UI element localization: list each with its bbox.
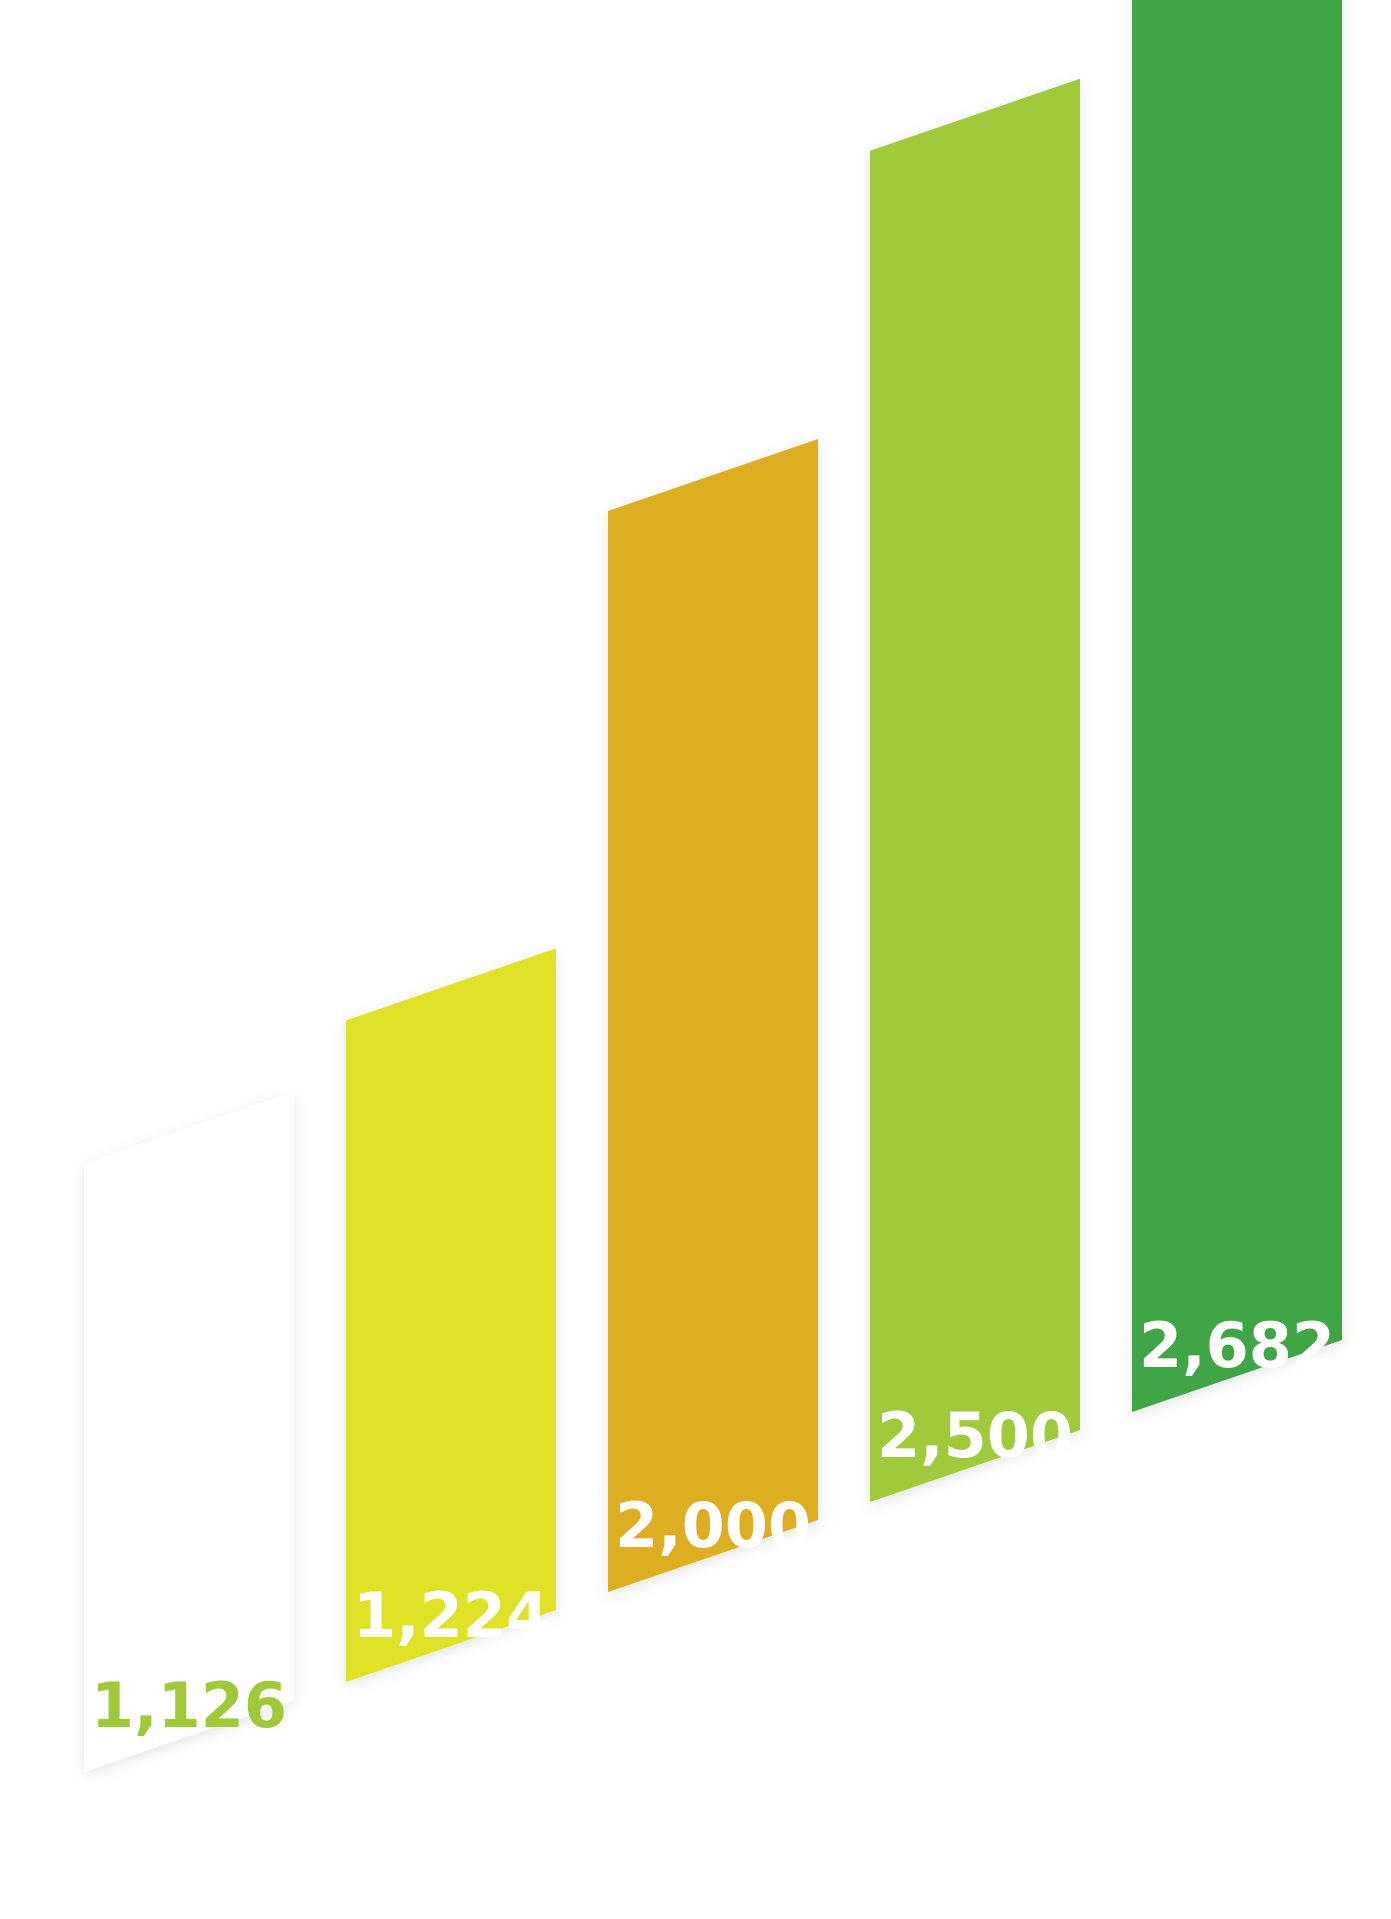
bar-3 <box>608 439 818 1592</box>
bars-group <box>84 0 1342 1772</box>
bar-1 <box>84 1091 294 1772</box>
bar-value-label-1: 1,126 <box>91 1669 287 1742</box>
data-labels-group: 1,126 1,224 2,000 2,500 2,682 <box>91 1309 1335 1742</box>
bar-value-label-2: 1,224 <box>353 1579 549 1652</box>
bar-value-label-4: 2,500 <box>877 1399 1073 1472</box>
bar-value-label-3: 2,000 <box>615 1489 811 1562</box>
bar-5 <box>1132 0 1342 1412</box>
bar-4 <box>870 78 1080 1502</box>
bar-2 <box>346 948 556 1682</box>
bar-value-label-5: 2,682 <box>1139 1309 1335 1382</box>
